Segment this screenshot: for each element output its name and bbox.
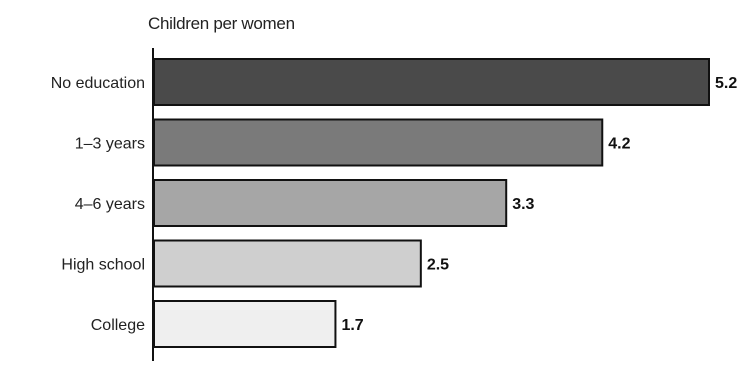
category-label-4: College [91, 317, 145, 334]
value-label-3: 2.5 [427, 257, 449, 274]
bar-1 [153, 118, 604, 167]
category-label-1: 1–3 years [75, 136, 145, 153]
bar-4 [153, 300, 337, 348]
bar-3 [153, 239, 422, 288]
chart-title: Children per women [148, 14, 295, 33]
value-label-1: 4.2 [608, 136, 630, 153]
category-label-2: 4–6 years [75, 196, 145, 213]
bar-0 [153, 58, 710, 106]
category-label-0: No education [51, 75, 145, 92]
value-label-2: 3.3 [512, 196, 534, 213]
value-label-4: 1.7 [341, 317, 363, 334]
value-label-0: 5.2 [715, 75, 737, 92]
bars-group: No education 5.2 1–3 years 4.2 4–6 years 3.3 H… [51, 58, 737, 348]
category-label-3: High school [61, 257, 145, 274]
bar-2 [153, 179, 508, 227]
